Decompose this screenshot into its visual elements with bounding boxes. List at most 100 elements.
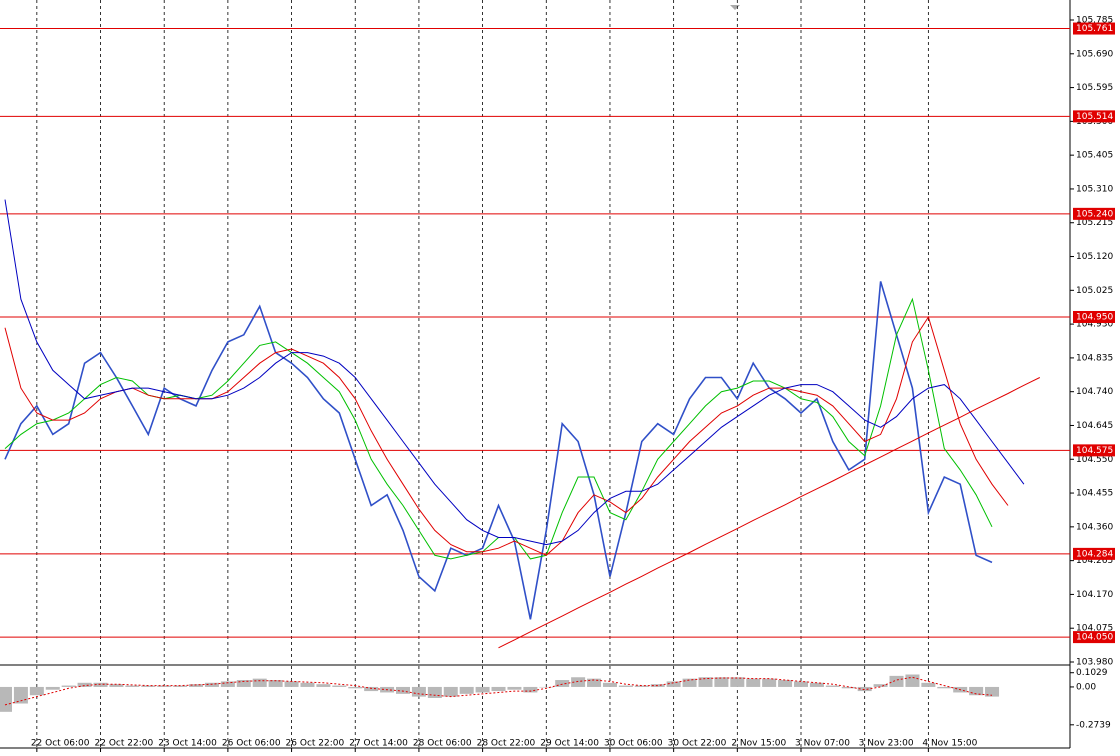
histogram-bar [618, 685, 633, 687]
level-label-box [1073, 444, 1115, 457]
histogram-bar [459, 686, 474, 694]
histogram-bar [841, 686, 856, 689]
histogram-bar [539, 686, 554, 688]
histogram-bar [794, 681, 808, 687]
histogram-bar [29, 686, 44, 696]
x-tick-label: 3 Nov 23:00 [859, 739, 914, 749]
histogram-bar [252, 678, 267, 687]
histogram-bar [682, 678, 697, 687]
histogram-bar [921, 682, 936, 687]
histogram-bar [141, 685, 156, 687]
x-tick-label: 4 Nov 15:00 [922, 739, 977, 749]
x-tick-label: 22 Oct 22:00 [95, 739, 154, 749]
histogram-bar [61, 685, 76, 687]
histogram-bar [332, 685, 347, 687]
histogram-bar [523, 686, 538, 693]
histogram-bar [204, 682, 219, 687]
indicator-line [498, 377, 1041, 649]
histogram-bar [109, 684, 124, 687]
histogram-bar [411, 686, 426, 697]
histogram-bar [189, 684, 204, 687]
y-tick-label: 105.690 [1076, 49, 1113, 59]
histogram-bar [985, 686, 1000, 697]
y-tick-label: 105.025 [1076, 286, 1113, 296]
histogram-bar [173, 685, 188, 687]
y-tick-label: 104.645 [1076, 421, 1113, 431]
histogram-bar [268, 680, 283, 687]
price-line [4, 281, 993, 620]
indicator-line [4, 199, 1025, 546]
y-tick-label: 105.405 [1076, 151, 1113, 161]
x-tick-label: 2 Nov 15:00 [731, 739, 786, 749]
level-label: 104.050 [1076, 633, 1113, 643]
histogram-bar [571, 677, 586, 687]
y-tick-label: 104.550 [1076, 455, 1113, 465]
x-tick-label: 28 Oct 22:00 [477, 739, 536, 749]
y-tick-label: 105.785 [1076, 16, 1113, 26]
histogram-bar [236, 680, 251, 687]
histogram-bar [348, 686, 363, 689]
y-tick-label: 104.930 [1076, 320, 1113, 330]
histogram-bar [825, 685, 840, 687]
x-tick-label: 3 Nov 07:00 [795, 739, 850, 749]
histogram-bar [873, 684, 888, 687]
histogram-bar [220, 681, 235, 687]
x-tick-label: 29 Oct 14:00 [540, 739, 599, 749]
histogram-bar [762, 678, 777, 687]
histogram-bar [746, 678, 761, 687]
signal-line [4, 676, 993, 706]
level-label-box [1073, 22, 1115, 35]
histogram-bar [730, 677, 745, 687]
y-tick-label: -0.2739 [1076, 720, 1111, 730]
histogram-bar [125, 685, 140, 687]
histogram-bar [77, 682, 92, 687]
x-tick-label: 26 Oct 06:00 [222, 739, 281, 749]
histogram-bar [698, 677, 713, 687]
level-label-box [1073, 310, 1115, 323]
level-label: 105.761 [1076, 24, 1113, 34]
histogram-bar [555, 680, 570, 687]
x-tick-label: 27 Oct 14:00 [349, 739, 408, 749]
y-tick-label: 104.835 [1076, 353, 1113, 363]
histogram-bar [284, 681, 299, 687]
y-tick-label: 104.265 [1076, 556, 1113, 566]
histogram-bar [587, 678, 602, 687]
histogram-bar [809, 682, 824, 687]
histogram-bar [157, 685, 172, 687]
y-tick-label: 104.360 [1076, 522, 1113, 532]
level-label: 104.284 [1076, 549, 1113, 559]
y-tick-label: 104.455 [1076, 489, 1113, 499]
histogram-bar [443, 686, 458, 697]
x-tick-label: 28 Oct 06:00 [413, 739, 472, 749]
histogram-bar [427, 686, 442, 698]
x-tick-label: 30 Oct 22:00 [668, 739, 727, 749]
histogram-bar [475, 686, 490, 693]
y-tick-label: 105.215 [1076, 218, 1113, 228]
histogram-bar [0, 686, 12, 712]
indicator-line [4, 315, 1009, 556]
histogram-bar [602, 682, 617, 687]
y-tick-label: 0.00 [1076, 682, 1096, 692]
y-tick-label: 0.1029 [1076, 668, 1108, 678]
x-tick-label: 26 Oct 22:00 [286, 739, 345, 749]
histogram-bar [45, 686, 60, 690]
histogram-bar [364, 686, 379, 692]
histogram-bar [714, 677, 729, 687]
x-tick-label: 30 Oct 06:00 [604, 739, 663, 749]
y-tick-label: 105.310 [1076, 184, 1113, 194]
y-tick-label: 104.075 [1076, 624, 1113, 634]
histogram-bar [634, 685, 649, 687]
histogram-bar [969, 686, 984, 696]
histogram-bar [316, 684, 331, 687]
histogram-bar [491, 686, 506, 692]
histogram-bar [857, 686, 872, 692]
x-tick-label: 22 Oct 06:00 [31, 739, 90, 749]
y-tick-label: 103.980 [1076, 658, 1113, 668]
histogram-bar [889, 675, 904, 687]
x-tick-label: 23 Oct 14:00 [158, 739, 217, 749]
y-tick-label: 105.120 [1076, 252, 1113, 262]
histogram-bar [396, 686, 410, 694]
y-tick-label: 104.740 [1076, 387, 1113, 397]
